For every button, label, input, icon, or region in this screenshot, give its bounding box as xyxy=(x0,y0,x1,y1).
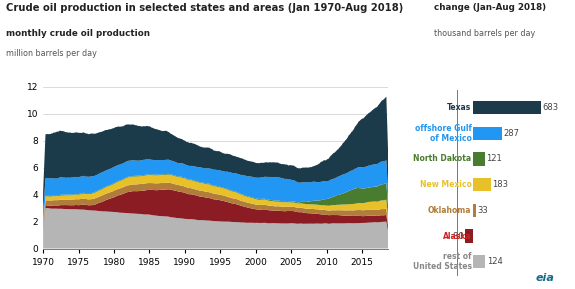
Bar xyxy=(473,152,485,166)
Text: million barrels per day: million barrels per day xyxy=(6,49,97,58)
Text: 124: 124 xyxy=(486,257,503,266)
Text: change (Jan-Aug 2018): change (Jan-Aug 2018) xyxy=(434,3,546,12)
Text: Crude oil production in selected states and areas (Jan 1970-Aug 2018): Crude oil production in selected states … xyxy=(6,3,403,13)
Text: 683: 683 xyxy=(542,103,558,112)
Bar xyxy=(473,178,491,191)
Bar xyxy=(473,255,485,268)
Text: -80: -80 xyxy=(450,231,464,240)
Text: offshore Gulf
of Mexico: offshore Gulf of Mexico xyxy=(415,124,472,143)
Bar xyxy=(473,101,541,114)
Text: 183: 183 xyxy=(493,180,508,189)
Text: New Mexico: New Mexico xyxy=(420,180,472,189)
Text: eia: eia xyxy=(536,273,555,283)
Text: rest of
United States: rest of United States xyxy=(413,252,471,271)
Bar xyxy=(465,229,473,243)
Text: monthly crude oil production: monthly crude oil production xyxy=(6,29,150,38)
Text: Texas: Texas xyxy=(447,103,472,112)
Text: 287: 287 xyxy=(503,129,519,138)
Text: 33: 33 xyxy=(478,206,488,215)
Text: 121: 121 xyxy=(486,154,502,164)
Text: Oklahoma: Oklahoma xyxy=(428,206,472,215)
Bar xyxy=(473,204,476,217)
Text: Alaska: Alaska xyxy=(443,231,471,240)
Text: thousand barrels per day: thousand barrels per day xyxy=(434,29,535,38)
Text: North Dakota: North Dakota xyxy=(413,154,472,164)
Bar xyxy=(473,127,502,140)
